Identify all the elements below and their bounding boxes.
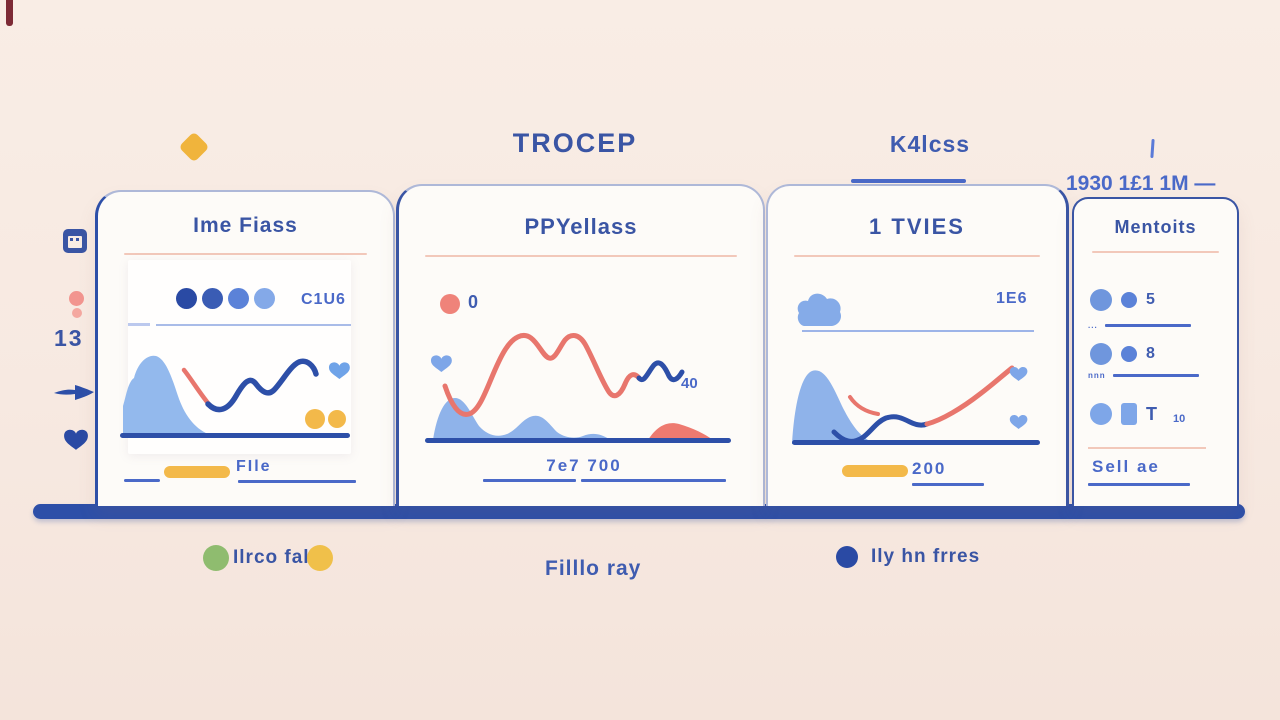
card-title: Ime Fiass — [193, 214, 298, 237]
arrow-right-icon — [52, 381, 96, 408]
legend-label: Filllo ray — [545, 557, 642, 580]
stat-value: 1E6 — [996, 290, 1028, 307]
progress-dots — [176, 288, 275, 309]
legend-label: Ilrco fak — [233, 547, 315, 568]
list-item: 5 — [1090, 289, 1155, 311]
corner-mark — [6, 0, 13, 26]
footer-underline — [238, 480, 356, 483]
page-title: TROCEP — [512, 128, 638, 158]
stat-value: C1U6 — [301, 291, 346, 308]
legend-item: Ily hn frres — [836, 546, 980, 568]
navy-dot — [836, 546, 858, 568]
card-ppyellass: PPYellass 0 40 7e7 700 — [396, 184, 765, 506]
card-title: PPYellass — [524, 214, 638, 239]
dot — [1090, 403, 1112, 425]
cloud-icon — [794, 288, 846, 335]
image-icon — [62, 228, 88, 259]
badge-value: 0 — [468, 292, 479, 312]
rail-counter: 13 — [54, 325, 84, 351]
card-mentoits: Mentoits 5 ... 8 nnn T 10 Sell ae — [1072, 197, 1239, 506]
card-divider — [1092, 251, 1219, 253]
rule-line — [1104, 324, 1191, 327]
list-item: 8 — [1090, 343, 1155, 365]
section-title: K4lcss — [889, 131, 971, 157]
dot — [1090, 289, 1112, 311]
dot — [1090, 343, 1112, 365]
footer-link[interactable]: FIle — [236, 458, 272, 475]
dot — [1121, 346, 1137, 362]
legend-item: Filllo ray — [545, 557, 641, 581]
legend-label: Ily hn frres — [871, 546, 981, 567]
dot — [254, 288, 275, 309]
yellow-pill — [164, 466, 230, 478]
area-line-chart — [120, 355, 350, 438]
heart-icon — [1009, 366, 1028, 381]
footer-tick — [124, 479, 160, 482]
heart-icon — [1009, 414, 1028, 429]
red-dot-badge — [440, 294, 460, 314]
row-value: T — [1146, 403, 1157, 424]
card-divider — [124, 253, 367, 255]
handwritten-annotation: 1930 1£1 1M — — [1066, 172, 1216, 195]
yellow-dot — [305, 409, 325, 429]
footer-underline — [912, 483, 984, 486]
footer-underline — [483, 479, 576, 482]
card-divider — [794, 255, 1040, 257]
heart-icon — [63, 427, 89, 456]
timeline-bar — [33, 504, 1245, 519]
footer-link[interactable]: Sell ae — [1092, 457, 1160, 476]
footer-underline — [581, 479, 726, 482]
tick-marks: nnn — [1088, 371, 1106, 380]
card-title: 1 TVIES — [869, 214, 965, 239]
yellow-pill — [842, 465, 908, 477]
row-value: 8 — [1146, 345, 1155, 362]
chart-baseline — [792, 440, 1040, 445]
yellow-dot — [328, 410, 346, 428]
row-rule: ... — [1088, 321, 1191, 330]
heart-icon — [430, 355, 452, 372]
section-title-underline — [851, 179, 966, 183]
dot — [176, 288, 197, 309]
dot — [1121, 292, 1137, 308]
underline-tick — [128, 323, 150, 326]
diamond-icon — [178, 131, 210, 163]
yellow-dot — [306, 545, 333, 571]
card-divider — [1088, 447, 1206, 449]
tick-marks: ... — [1088, 321, 1098, 330]
trend-chart — [792, 365, 1040, 445]
footer-link[interactable]: 7e7 700 — [546, 456, 622, 475]
chart-baseline — [425, 438, 731, 443]
row-rule: nnn — [1088, 371, 1199, 380]
row-extra-value: 10 — [1173, 413, 1186, 425]
annotation-tick — [1150, 138, 1155, 159]
footer-underline — [1088, 483, 1190, 486]
chart-baseline — [120, 433, 350, 438]
pink-dot-large — [69, 291, 84, 306]
rule-line — [1112, 374, 1199, 377]
point-label: 40 — [681, 375, 698, 392]
card-divider — [425, 255, 737, 257]
row-value: 5 — [1146, 291, 1155, 308]
footer-link[interactable]: 200 — [912, 459, 947, 478]
dot — [202, 288, 223, 309]
green-dot — [203, 545, 229, 571]
pink-dot-small — [72, 308, 82, 318]
heart-icon — [328, 362, 350, 379]
wave-chart: 40 — [425, 333, 731, 443]
underline — [802, 330, 1034, 332]
card-tvies: 1 TVIES 1E6 200 — [766, 184, 1069, 506]
card-ime-fiass: Ime Fiass C1U6 FIle — [95, 190, 395, 506]
bar-square — [1121, 403, 1137, 425]
list-item: T 10 — [1090, 403, 1185, 425]
underline — [156, 324, 351, 326]
legend-item: Ilrco fak — [203, 545, 333, 571]
dot — [228, 288, 249, 309]
card-title: Mentoits — [1114, 217, 1197, 237]
